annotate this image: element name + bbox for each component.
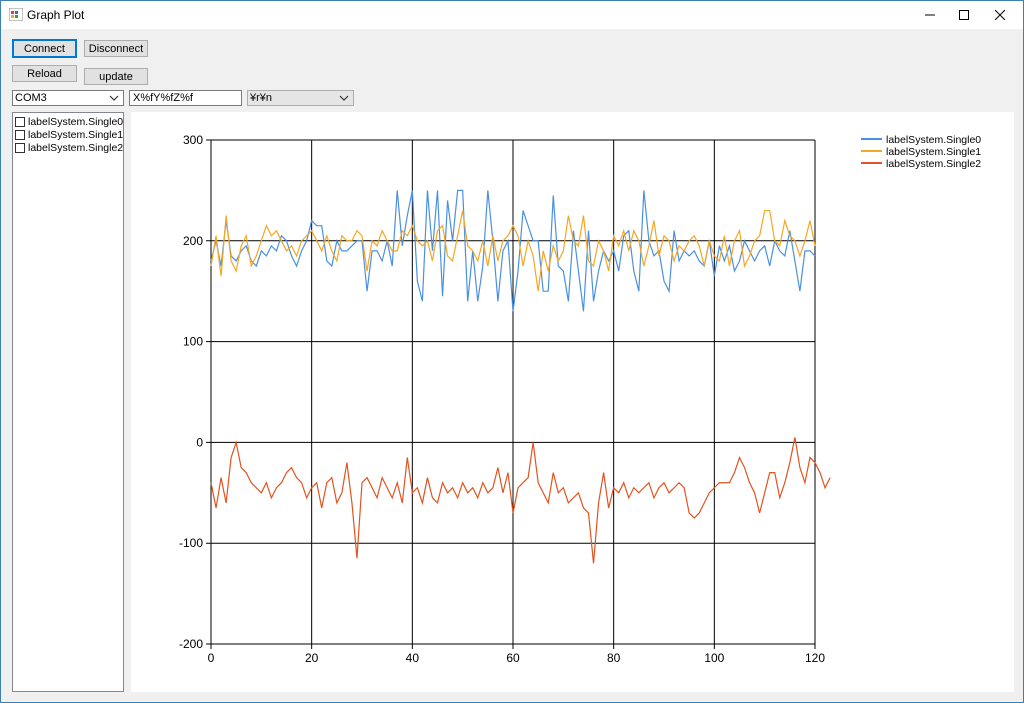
close-button[interactable] <box>977 1 1023 29</box>
channel-checkbox[interactable] <box>15 129 25 140</box>
line-chart: 0 20 40 60 80 100 120 -200 -100 0 100 200 300 labelSy… <box>179 133 981 665</box>
x-tick-label: 0 <box>208 651 215 665</box>
minimize-icon <box>925 14 935 16</box>
channel-list[interactable]: labelSystem.Single0 labelSystem.Single1 … <box>12 112 124 692</box>
port-select[interactable]: COM3 <box>12 90 124 106</box>
series-line-1 <box>210 209 816 292</box>
y-tick-label: 0 <box>196 435 203 449</box>
channel-item[interactable]: labelSystem.Single0 <box>15 115 123 128</box>
chart-area: 0 20 40 60 80 100 120 -200 -100 0 100 200 300 labelSy… <box>131 112 1014 692</box>
channel-checkbox[interactable] <box>15 116 25 127</box>
y-tick-label: -200 <box>179 637 203 651</box>
channel-item[interactable]: labelSystem.Single2 <box>15 141 123 154</box>
y-tick-label: 200 <box>183 234 203 248</box>
x-tick-label: 20 <box>305 651 319 665</box>
title-bar: Graph Plot <box>1 1 1023 29</box>
y-tick-label: 300 <box>183 133 203 147</box>
legend-label: labelSystem.Single1 <box>886 146 981 158</box>
port-select-value: COM3 <box>15 92 47 104</box>
legend-label: labelSystem.Single0 <box>886 134 981 146</box>
x-tick-label: 40 <box>406 651 420 665</box>
legend-label: labelSystem.Single2 <box>886 158 981 170</box>
reload-button[interactable]: Reload <box>12 65 77 82</box>
x-tick-label: 100 <box>704 651 724 665</box>
y-tick-label: -100 <box>179 536 203 550</box>
connect-button[interactable]: Connect <box>12 39 77 58</box>
series-line-0 <box>210 189 816 312</box>
x-tick-label: 80 <box>607 651 621 665</box>
channel-item[interactable]: labelSystem.Single1 <box>15 128 123 141</box>
maximize-icon <box>959 10 969 20</box>
close-icon <box>995 10 1005 20</box>
app-icon <box>9 8 23 21</box>
chevron-down-icon <box>339 95 349 101</box>
x-tick-label: 60 <box>506 651 520 665</box>
x-tick-label: 120 <box>805 651 825 665</box>
disconnect-button[interactable]: Disconnect <box>84 40 148 57</box>
update-button[interactable]: update <box>84 68 148 85</box>
delimiter-select[interactable]: ¥r¥n <box>247 90 354 106</box>
window-title: Graph Plot <box>27 8 85 22</box>
channel-checkbox[interactable] <box>15 142 25 153</box>
maximize-button[interactable] <box>941 1 987 29</box>
chevron-down-icon <box>109 95 119 101</box>
y-tick-label: 100 <box>183 335 203 349</box>
channel-label: labelSystem.Single1 <box>28 128 124 141</box>
minimize-button[interactable] <box>907 1 953 29</box>
channel-label: labelSystem.Single2 <box>28 141 124 154</box>
channel-label: labelSystem.Single0 <box>28 115 124 128</box>
delimiter-select-value: ¥r¥n <box>250 92 273 104</box>
series-line-2 <box>210 437 831 564</box>
format-input[interactable]: X%fY%fZ%f <box>129 90 242 106</box>
